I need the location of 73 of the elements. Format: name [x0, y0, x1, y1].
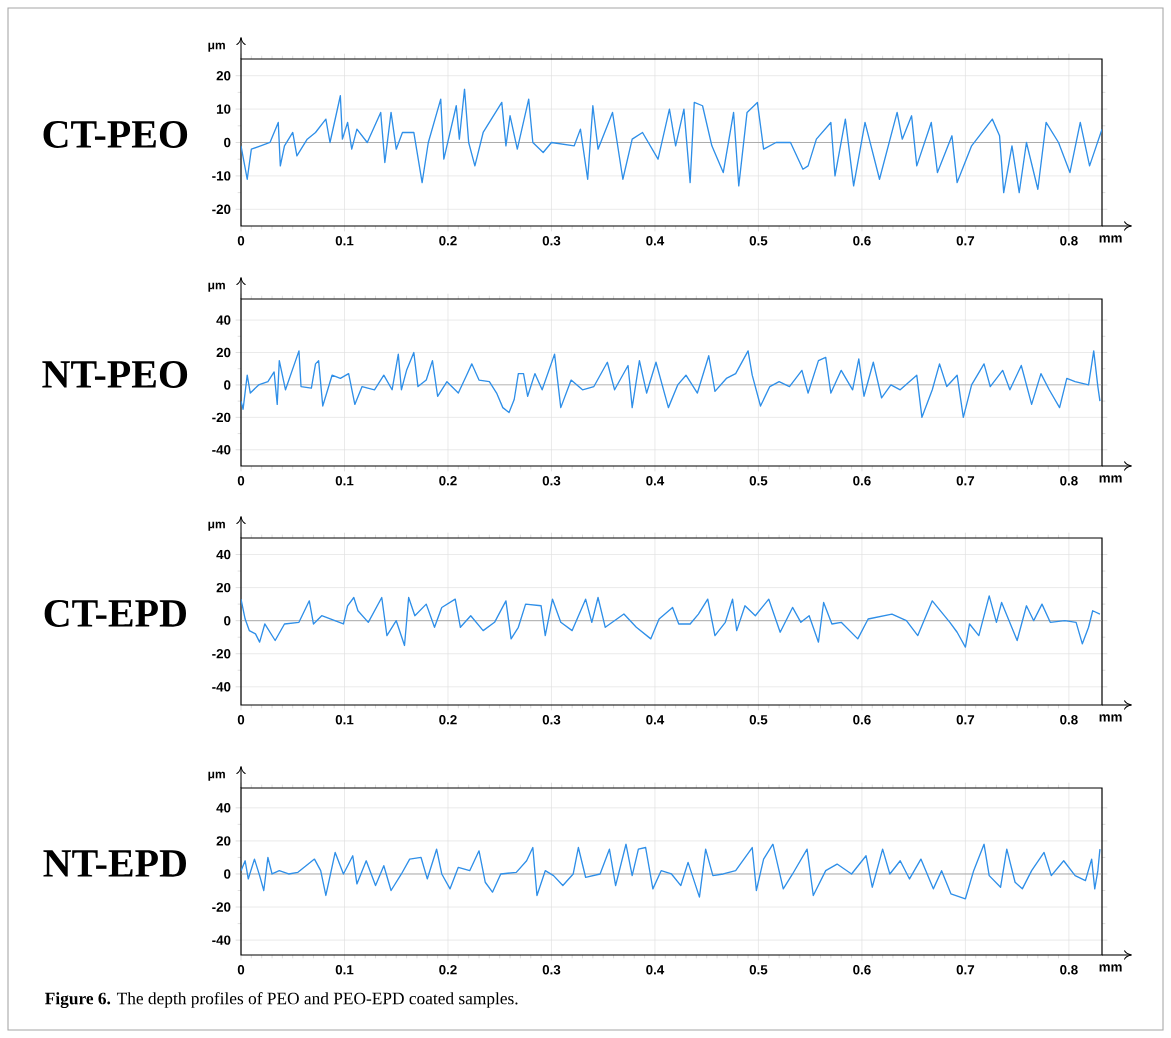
y-tick-label: 20 [216, 70, 231, 81]
x-tick-label: 0.2 [439, 965, 457, 975]
x-tick-label: 0 [237, 715, 245, 725]
x-tick-label: 0.8 [1060, 965, 1078, 975]
x-tick-label: 0.3 [542, 236, 561, 246]
x-tick-label: 0.4 [646, 476, 665, 486]
y-axis-title: μm [208, 771, 225, 781]
y-tick-label: 0 [224, 137, 231, 148]
x-tick-label: 0.1 [335, 476, 354, 486]
y-tick-label: 20 [216, 582, 231, 593]
x-tick-label: 0.4 [646, 965, 665, 975]
y-tick-label: 0 [224, 615, 231, 626]
y-tick-label: 20 [216, 347, 231, 358]
y-tick-label: -40 [212, 682, 231, 692]
x-tick-label: 0.3 [542, 476, 561, 486]
y-tick-label: 20 [216, 836, 231, 846]
x-tick-label: 0.3 [542, 715, 561, 725]
x-tick-label: 0.5 [749, 476, 768, 486]
y-axis-title: μm [208, 42, 225, 52]
y-tick-label: -20 [212, 204, 231, 215]
x-tick-label: 0.5 [749, 715, 768, 725]
y-tick-label: 40 [216, 315, 231, 325]
x-tick-label: 0.7 [956, 476, 975, 486]
y-tick-label: 0 [224, 869, 231, 879]
y-tick-label: -40 [212, 445, 231, 455]
x-tick-label: 0.4 [646, 715, 665, 725]
x-tick-label: 0 [237, 476, 245, 486]
x-tick-label: 0.7 [956, 965, 975, 975]
x-tick-label: 0.8 [1060, 715, 1078, 725]
y-axis-title: μm [208, 282, 225, 292]
x-tick-label: 0.5 [749, 236, 768, 246]
x-tick-label: 0.6 [853, 965, 871, 975]
x-axis-title: mm [1099, 475, 1122, 483]
x-tick-label: 0.6 [853, 236, 871, 246]
line-series [241, 350, 1101, 419]
y-tick-label: 40 [216, 549, 231, 560]
x-tick-label: 0.4 [646, 236, 665, 246]
x-tick-label: 0.3 [542, 965, 561, 975]
x-tick-label: 0.7 [956, 715, 975, 725]
line-series [241, 88, 1102, 194]
y-tick-label: -40 [212, 935, 231, 945]
x-tick-label: 0.8 [1060, 236, 1078, 246]
x-tick-label: 0.5 [749, 965, 768, 975]
x-axis-title: mm [1099, 235, 1122, 243]
x-tick-label: 0.2 [439, 715, 457, 725]
y-tick-label: 40 [216, 803, 231, 813]
text: NT-PEO [42, 361, 188, 388]
text: CT-PEO [43, 121, 188, 148]
y-tick-label: -10 [212, 171, 231, 181]
text: CT-EPD [44, 600, 186, 627]
x-tick-label: 0.2 [439, 236, 457, 246]
x-axis-title: mm [1099, 964, 1122, 972]
x-tick-label: 0.7 [956, 236, 975, 246]
y-tick-label: -20 [212, 412, 231, 423]
x-tick-label: 0.2 [439, 476, 457, 486]
x-tick-label: 0 [237, 236, 245, 246]
x-tick-label: 0 [237, 965, 245, 975]
x-tick-label: 0.6 [853, 476, 871, 486]
line-series [241, 595, 1101, 648]
y-tick-label: 10 [216, 104, 231, 114]
y-tick-label: -20 [212, 649, 231, 659]
x-tick-label: 0.6 [853, 715, 871, 725]
y-axis-title: μm [208, 521, 225, 531]
y-tick-label: -20 [212, 902, 231, 912]
x-tick-label: 0.1 [335, 965, 354, 975]
x-tick-label: 0.1 [335, 715, 354, 725]
line-series [241, 843, 1101, 900]
x-tick-label: 0.8 [1060, 476, 1078, 486]
y-tick-label: 0 [224, 380, 231, 390]
text: NT-EPD [43, 850, 186, 877]
x-axis-title: mm [1099, 714, 1122, 722]
x-tick-label: 0.1 [335, 236, 354, 246]
text: Figure 6. The depth profiles of PEO and PEO-EPD coated samples. [45, 991, 518, 1009]
